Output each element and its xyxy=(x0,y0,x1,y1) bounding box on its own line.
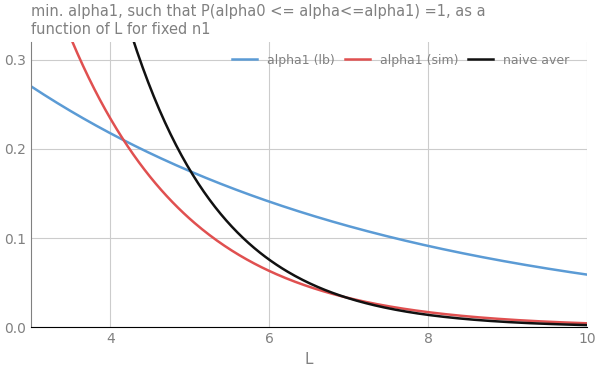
Legend: alpha1 (lb), alpha1 (sim), naive aver: alpha1 (lb), alpha1 (sim), naive aver xyxy=(232,54,569,67)
alpha1 (sim) xyxy=(358,299,365,303)
alpha1 (sim) xyxy=(356,299,364,303)
alpha1 (lb) xyxy=(496,258,503,263)
naive aver xyxy=(358,300,365,304)
naive aver xyxy=(532,321,539,326)
naive aver xyxy=(356,299,364,304)
alpha1 (lb) xyxy=(532,264,539,269)
alpha1 (sim) xyxy=(496,317,503,321)
alpha1 (sim) xyxy=(583,321,590,325)
naive aver xyxy=(583,323,590,327)
Line: alpha1 (lb): alpha1 (lb) xyxy=(31,86,587,275)
alpha1 (lb) xyxy=(358,227,365,232)
alpha1 (sim) xyxy=(532,319,539,323)
Text: min. alpha1, such that P(alpha0 <= alpha<=alpha1) =1, as a
function of L for fix: min. alpha1, such that P(alpha0 <= alpha… xyxy=(31,4,485,37)
alpha1 (lb) xyxy=(29,85,37,90)
alpha1 (lb) xyxy=(583,272,590,277)
X-axis label: L: L xyxy=(305,352,313,367)
Line: alpha1 (sim): alpha1 (sim) xyxy=(31,0,587,323)
alpha1 (lb) xyxy=(28,84,35,89)
Line: naive aver: naive aver xyxy=(31,0,587,325)
alpha1 (lb) xyxy=(368,230,375,234)
alpha1 (lb) xyxy=(356,227,364,232)
naive aver xyxy=(496,319,503,324)
alpha1 (sim) xyxy=(368,301,375,305)
naive aver xyxy=(368,302,375,307)
